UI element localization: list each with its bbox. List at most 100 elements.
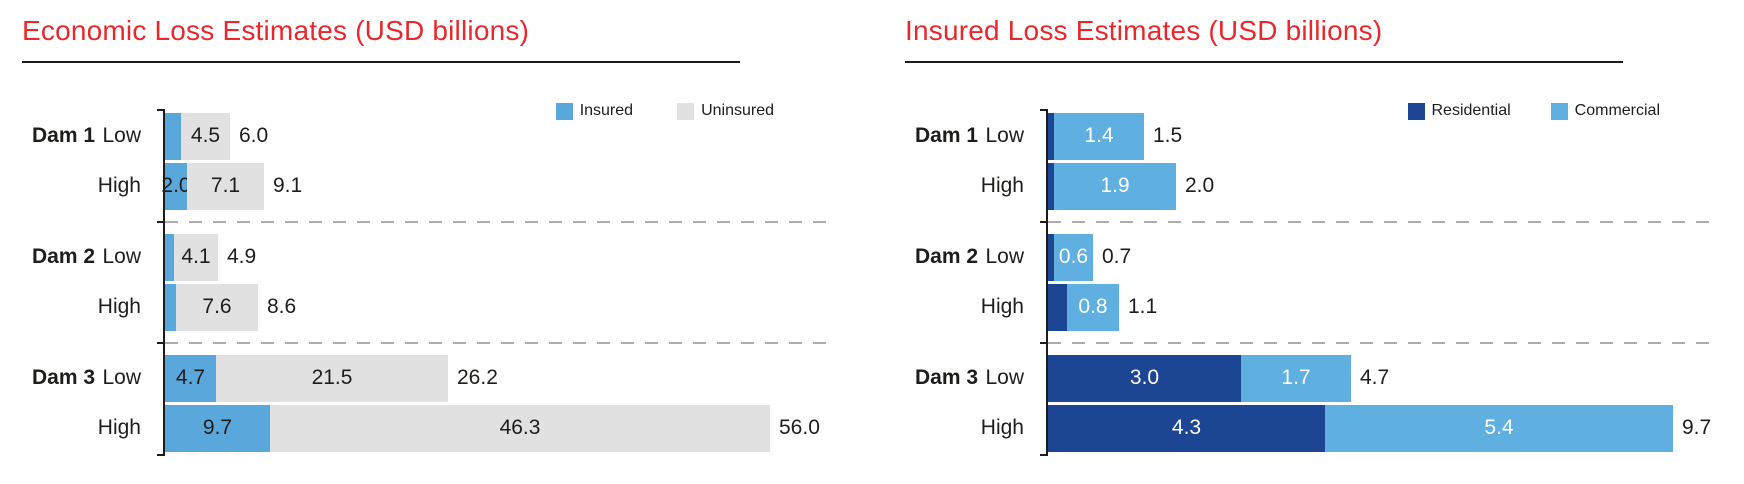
bar-segment-insured: 9.7 <box>165 404 270 452</box>
row-level-label: High <box>980 295 1024 319</box>
bar-segment-residential <box>1048 233 1054 281</box>
segment-value-label: 4.3 <box>1171 416 1202 440</box>
bar-segment-residential: 4.3 <box>1048 404 1325 452</box>
group-label: Dam 2 <box>31 245 95 269</box>
bar-stack: 0.6 <box>1048 233 1093 281</box>
legend-label: Insured <box>579 102 634 119</box>
title-rule <box>22 60 740 63</box>
bar-segment-uninsured: 7.1 <box>187 162 264 210</box>
chart-row: Dam 3 Low 3.0 1.7 4.7 <box>905 354 1725 402</box>
bar-segment-insured: 2.0 <box>161 162 191 210</box>
group-label: Dam 1 <box>914 124 978 148</box>
bar-segment-residential <box>1048 162 1054 210</box>
bar-stack: 4.1 <box>165 233 218 281</box>
bar-track: 4.3 5.4 9.7 <box>1048 404 1712 452</box>
segment-value-label: 4.5 <box>190 124 221 148</box>
row-level-label: Low <box>102 245 141 269</box>
bar-track: 0.8 1.1 <box>1048 283 1158 331</box>
total-value-label: 4.9 <box>227 245 257 269</box>
row-level-label: High <box>97 174 141 198</box>
bar-segment-uninsured: 21.5 <box>216 354 448 402</box>
segment-value-label: 7.6 <box>202 295 232 319</box>
chart-row: Dam 1 Low 4.5 6.0 <box>22 112 842 160</box>
y-axis-line <box>157 108 165 456</box>
chart-title-insured: Insured Loss Estimates (USD billions) <box>905 15 1383 46</box>
title-rule <box>905 60 1623 63</box>
segment-value-label: 5.4 <box>1484 416 1514 440</box>
row-level-label: Low <box>985 124 1024 148</box>
bar-track: 1.9 2.0 <box>1048 162 1215 210</box>
dashed-separator-line <box>1048 220 1711 223</box>
bar-segment-residential <box>1048 112 1054 160</box>
group-separator <box>1040 331 1725 355</box>
total-value-label: 2.0 <box>1185 174 1215 198</box>
row-level-label: High <box>980 416 1024 440</box>
segment-value-label: 2.0 <box>161 174 191 198</box>
segment-value-label: 1.9 <box>1100 174 1130 198</box>
segment-value-label: 3.0 <box>1129 366 1160 390</box>
dashed-separator-line <box>1048 341 1711 344</box>
bar-segment-commercial: 0.6 <box>1054 233 1093 281</box>
row-level-label: Low <box>102 124 141 148</box>
row-level-label: High <box>97 416 141 440</box>
bar-segment-uninsured: 4.1 <box>174 233 218 281</box>
total-value-label: 4.7 <box>1360 366 1390 390</box>
legend-label: Uninsured <box>701 102 774 119</box>
bar-stack: 9.7 46.3 <box>165 404 770 452</box>
segment-value-label: 7.1 <box>210 174 241 198</box>
segment-value-label: 46.3 <box>499 416 541 440</box>
bar-segment-uninsured: 4.5 <box>181 112 230 160</box>
row-level-label: Low <box>102 366 141 390</box>
bar-segment-commercial: 0.8 <box>1067 283 1119 331</box>
chart-row: High 2.0 7.1 9.1 <box>22 162 842 210</box>
chart-row: High 0.8 1.1 <box>905 283 1725 331</box>
bar-track: 4.7 21.5 26.2 <box>165 354 498 402</box>
chart-row: Dam 2 Low 4.1 4.9 <box>22 233 842 281</box>
total-value-label: 0.7 <box>1102 245 1132 269</box>
chart-row: High 7.6 8.6 <box>22 283 842 331</box>
bar-segment-commercial: 5.4 <box>1325 404 1673 452</box>
bar-segment-uninsured: 46.3 <box>270 404 770 452</box>
bar-segment-commercial: 1.9 <box>1054 162 1176 210</box>
segment-value-label: 0.6 <box>1058 245 1089 269</box>
group-separator <box>1040 210 1725 234</box>
legend-label: Commercial <box>1574 102 1660 119</box>
bar-track: 3.0 1.7 4.7 <box>1048 354 1390 402</box>
legend-swatch <box>677 102 695 120</box>
total-value-label: 9.7 <box>1682 416 1712 440</box>
bar-stack: 4.7 21.5 <box>165 354 448 402</box>
bar-segment-uninsured: 7.6 <box>176 283 258 331</box>
bar-segment-insured: 4.7 <box>165 354 216 402</box>
segment-value-label: 21.5 <box>311 366 353 390</box>
chart-row: Dam 1 Low 1.4 1.5 <box>905 112 1725 160</box>
bar-segment-commercial: 1.4 <box>1054 112 1144 160</box>
dashed-separator-line <box>165 220 828 223</box>
bar-track: 9.7 46.3 56.0 <box>165 404 820 452</box>
bar-stack: 4.3 5.4 <box>1048 404 1673 452</box>
legend-item: Insured <box>555 102 634 120</box>
bar-track: 7.6 8.6 <box>165 283 296 331</box>
segment-value-label: 4.7 <box>175 366 206 390</box>
legend-label: Residential <box>1431 102 1511 119</box>
y-axis-line <box>1040 108 1048 456</box>
group-separator <box>157 210 842 234</box>
chart-row: Dam 2 Low 0.6 0.7 <box>905 233 1725 281</box>
legend-item: Commercial <box>1550 102 1660 120</box>
legend-item: Uninsured <box>677 102 774 120</box>
dashed-separator-line <box>165 341 828 344</box>
row-level-label: High <box>97 295 141 319</box>
segment-value-label: 1.7 <box>1281 366 1311 390</box>
chart-row: High 1.9 2.0 <box>905 162 1725 210</box>
group-label: Dam 3 <box>914 366 978 390</box>
bar-stack: 4.5 <box>165 112 230 160</box>
total-value-label: 56.0 <box>779 416 820 440</box>
chart-body-economic: Dam 1 Low 4.5 6.0 High 2.0 7.1 9.1 Dam 2 Low 4.1 4.… <box>22 108 842 456</box>
chart-row: Dam 3 Low 4.7 21.5 26.2 <box>22 354 842 402</box>
total-value-label: 1.1 <box>1128 295 1158 319</box>
bar-stack: 0.8 <box>1048 283 1119 331</box>
bar-track: 4.1 4.9 <box>165 233 257 281</box>
row-level-label: Low <box>985 366 1024 390</box>
bar-segment-insured <box>165 283 176 331</box>
bar-stack: 3.0 1.7 <box>1048 354 1351 402</box>
